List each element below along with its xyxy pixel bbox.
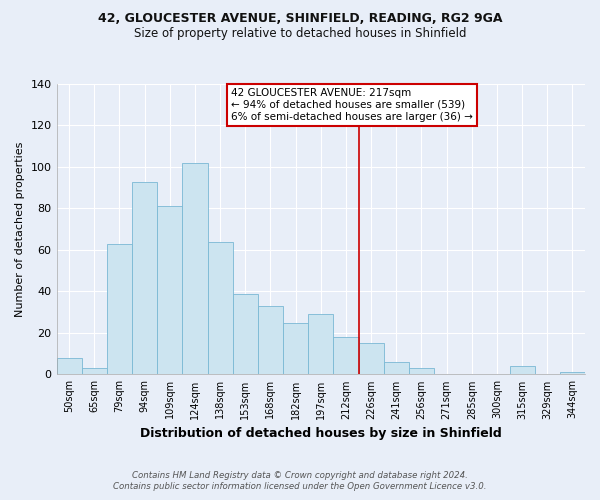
X-axis label: Distribution of detached houses by size in Shinfield: Distribution of detached houses by size … — [140, 427, 502, 440]
Bar — [509, 366, 535, 374]
Bar — [157, 206, 182, 374]
Text: 42 GLOUCESTER AVENUE: 217sqm
← 94% of detached houses are smaller (539)
6% of se: 42 GLOUCESTER AVENUE: 217sqm ← 94% of de… — [231, 88, 473, 122]
Bar — [308, 314, 334, 374]
Bar — [107, 244, 132, 374]
Text: Size of property relative to detached houses in Shinfield: Size of property relative to detached ho… — [134, 28, 466, 40]
Bar — [82, 368, 107, 374]
Bar — [409, 368, 434, 374]
Bar — [258, 306, 283, 374]
Text: Contains public sector information licensed under the Open Government Licence v3: Contains public sector information licen… — [113, 482, 487, 491]
Bar — [208, 242, 233, 374]
Bar — [560, 372, 585, 374]
Bar — [383, 362, 409, 374]
Bar — [132, 182, 157, 374]
Y-axis label: Number of detached properties: Number of detached properties — [15, 142, 25, 317]
Bar — [283, 322, 308, 374]
Bar — [359, 344, 383, 374]
Text: Contains HM Land Registry data © Crown copyright and database right 2024.: Contains HM Land Registry data © Crown c… — [132, 471, 468, 480]
Bar — [334, 337, 359, 374]
Bar — [182, 163, 208, 374]
Bar — [233, 294, 258, 374]
Text: 42, GLOUCESTER AVENUE, SHINFIELD, READING, RG2 9GA: 42, GLOUCESTER AVENUE, SHINFIELD, READIN… — [98, 12, 502, 26]
Bar — [56, 358, 82, 374]
